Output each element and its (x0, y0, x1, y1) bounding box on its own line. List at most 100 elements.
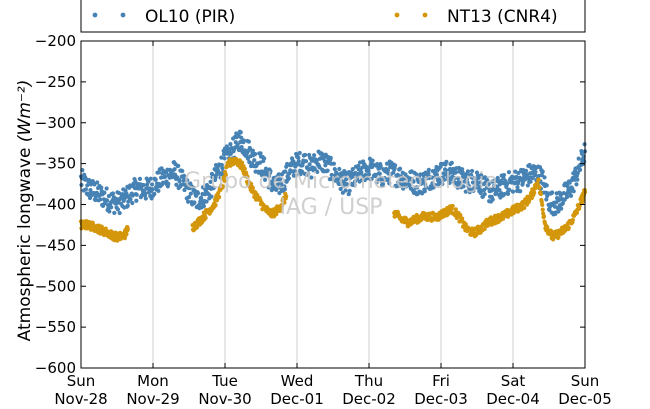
data-point (355, 175, 360, 180)
data-point (312, 153, 317, 158)
data-point (275, 182, 280, 187)
series-layer (78, 129, 588, 243)
data-point (453, 170, 458, 175)
data-point (571, 189, 576, 194)
data-point (182, 187, 187, 193)
data-point (385, 168, 390, 173)
data-point (363, 172, 368, 178)
data-point (223, 172, 228, 177)
data-point (343, 177, 349, 182)
data-point (199, 195, 204, 200)
data-point (323, 163, 328, 168)
data-point (535, 181, 540, 186)
data-point (286, 176, 291, 181)
data-point (514, 174, 519, 180)
data-point (332, 166, 337, 172)
data-point (570, 218, 575, 223)
data-point (133, 179, 138, 184)
legend-box (80, 0, 586, 33)
data-point (239, 135, 244, 140)
data-point (486, 182, 491, 187)
data-point (423, 182, 428, 187)
data-point (501, 216, 506, 221)
data-point (370, 158, 375, 163)
data-point (515, 185, 520, 190)
data-point (220, 184, 225, 189)
data-point (460, 216, 465, 221)
data-point (506, 170, 512, 175)
data-point (452, 176, 457, 181)
data-point (393, 163, 398, 168)
data-point (284, 194, 289, 199)
data-point (130, 200, 135, 206)
data-point (495, 184, 500, 190)
data-point (377, 171, 382, 176)
data-point (309, 175, 314, 180)
data-point (192, 200, 197, 205)
data-point (203, 215, 208, 221)
data-point (208, 179, 213, 184)
data-point (104, 186, 109, 191)
data-point (404, 217, 409, 223)
data-point (186, 194, 192, 200)
data-point (303, 152, 308, 158)
data-point (516, 170, 521, 176)
data-point (181, 173, 187, 178)
data-point (141, 182, 146, 188)
data-point (482, 187, 487, 193)
data-point (114, 196, 119, 201)
x-tick-label-date: Nov-29 (126, 390, 179, 408)
data-point (263, 166, 269, 171)
data-point (447, 166, 453, 172)
data-point (375, 177, 380, 183)
data-point (220, 166, 225, 171)
data-point (99, 185, 104, 190)
x-tick-label-date: Nov-28 (54, 390, 107, 408)
data-point (282, 187, 287, 192)
x-tick-label-day: Sat (501, 372, 526, 390)
data-point (274, 186, 279, 191)
data-point (346, 192, 351, 197)
watermark-line-1: Grupo de Micrometeorologia (184, 169, 498, 194)
data-point (128, 197, 133, 202)
watermark-line-2: IAG / USP (280, 195, 383, 220)
data-point (541, 214, 547, 219)
data-point (477, 185, 482, 190)
data-point (373, 172, 378, 177)
data-point (268, 169, 273, 174)
y-axis-label-text: Atmospheric longwave (15, 142, 35, 341)
data-point (359, 170, 364, 175)
data-point (245, 156, 251, 161)
data-point (485, 178, 490, 183)
y-tick-label: −550 (35, 318, 76, 336)
data-point (397, 166, 403, 171)
data-point (148, 176, 153, 181)
data-point (303, 159, 309, 164)
data-point (465, 169, 471, 174)
data-point (505, 191, 511, 197)
data-point (150, 182, 155, 187)
data-point (86, 192, 91, 197)
data-point (124, 231, 129, 237)
data-point (359, 178, 364, 183)
data-point (482, 192, 487, 197)
x-tick-label-date: Dec-02 (342, 390, 396, 408)
data-point (307, 162, 312, 167)
data-point (328, 155, 333, 160)
y-tick-label: −200 (35, 32, 76, 50)
data-point (213, 203, 218, 208)
data-point (401, 186, 406, 191)
data-point (478, 180, 483, 185)
data-point (540, 207, 545, 212)
data-point (414, 172, 419, 177)
data-point (369, 176, 374, 181)
data-point (466, 183, 471, 189)
grid-lines (152, 41, 514, 368)
data-point (527, 162, 532, 168)
data-point (447, 180, 452, 186)
data-point (279, 181, 284, 186)
data-point (337, 166, 342, 172)
data-point (276, 172, 282, 177)
data-point (418, 172, 423, 177)
data-point (103, 226, 108, 231)
